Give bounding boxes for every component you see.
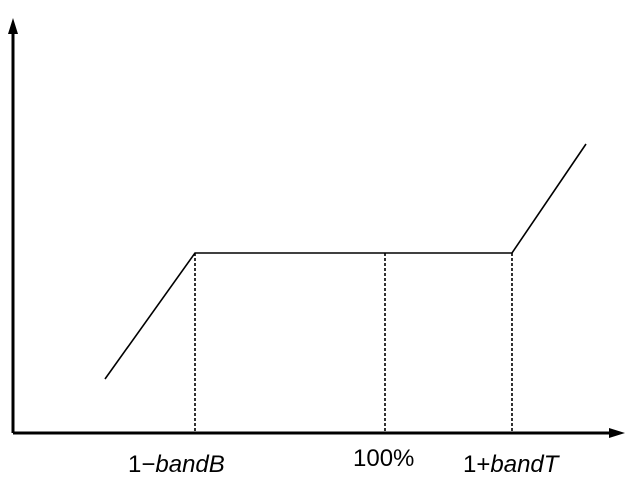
tick-label-upper-prefix: 1+ [463,451,491,478]
tick-label-center: 100% [353,445,415,472]
tick-label-lower-var: bandB [155,451,225,478]
x-axis-arrowhead [609,428,625,438]
tick-label-upper-var: bandT [490,451,559,478]
piecewise-function-line [104,143,587,380]
tick-label-upper-band: 1+bandT [463,453,558,477]
tick-label-lower-prefix: 1− [128,451,156,478]
y-axis-arrowhead [8,18,18,34]
tick-label-lower-band: 1−bandB [128,453,225,477]
